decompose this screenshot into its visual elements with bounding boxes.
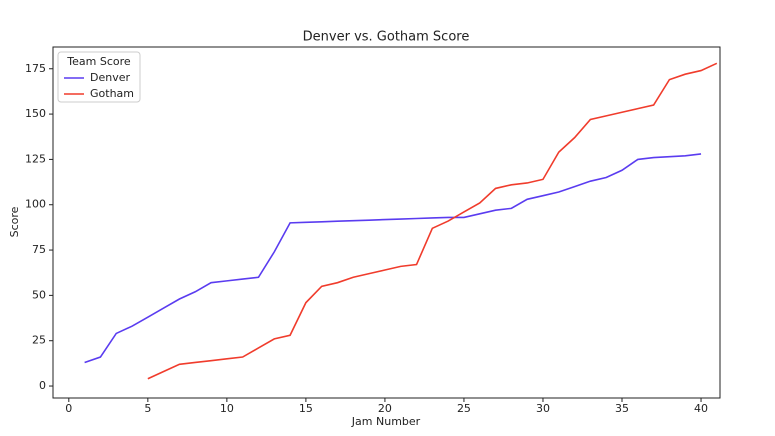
x-axis-label: Jam Number [351,415,421,428]
y-tick-label: 0 [39,379,46,392]
y-tick-label: 75 [32,243,46,256]
legend-box [57,51,141,103]
x-tick-label: 35 [615,402,629,415]
x-tick-label: 25 [457,402,471,415]
y-tick-label: 50 [32,288,46,301]
x-tick-label: 0 [65,402,72,415]
x-tick-label: 40 [694,402,708,415]
x-tick-label: 10 [220,402,234,415]
series-line [84,153,702,364]
y-tick-label: 25 [32,334,46,347]
x-tick-label: 20 [378,402,392,415]
y-tick-label: 125 [25,152,46,165]
x-tick-label: 5 [144,402,151,415]
legend-title: Team Score [66,55,131,68]
chart-title: Denver vs. Gotham Score [303,30,470,45]
y-axis-label: Score [8,206,21,237]
plot-frame [52,46,721,399]
series-line [147,62,718,380]
x-tick-label: 15 [299,402,313,415]
legend-label: Denver [90,71,130,84]
y-tick-label: 175 [25,62,46,75]
y-tick-label: 100 [25,198,46,211]
x-tick-label: 30 [536,402,550,415]
y-tick-label: 150 [25,107,46,120]
legend-label: Gotham [90,87,134,100]
